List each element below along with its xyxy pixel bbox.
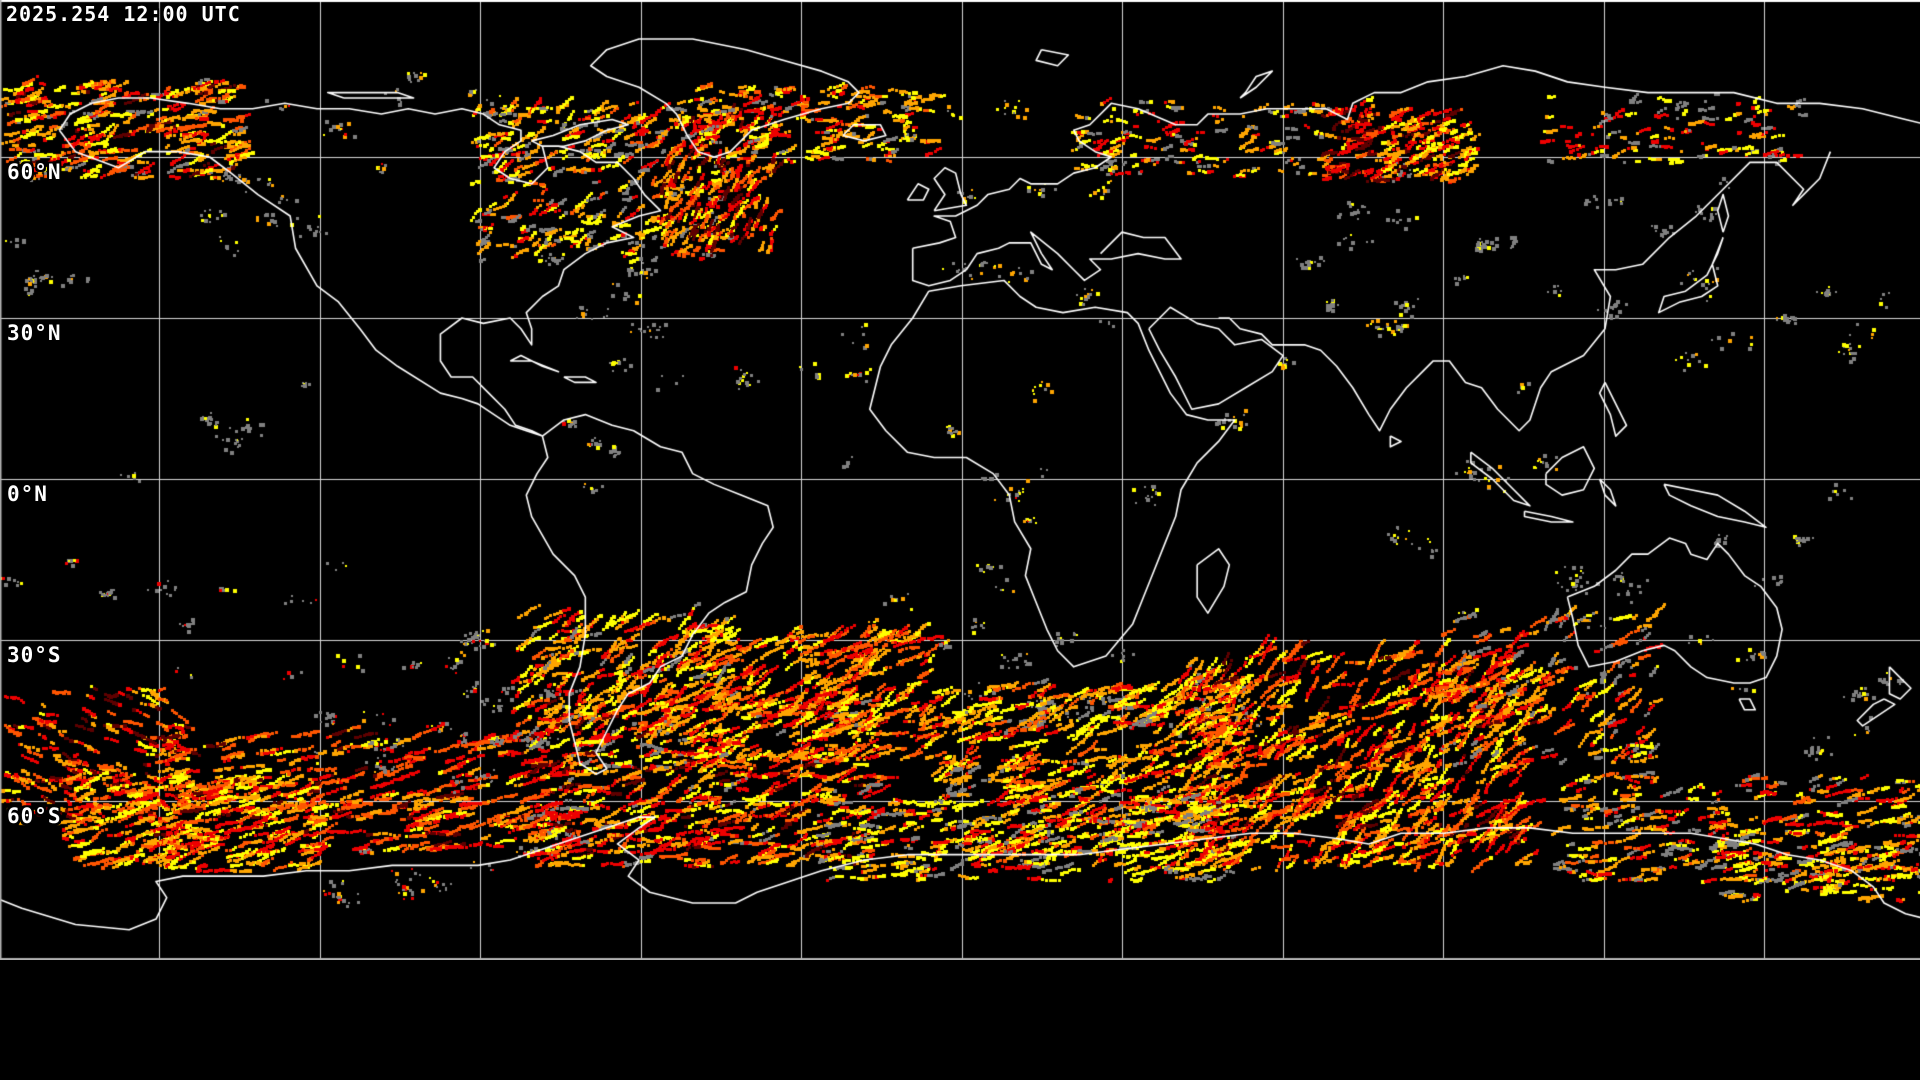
- latitude-label-30s: 30°S: [7, 643, 62, 667]
- latitude-label-0n: 0°N: [7, 482, 48, 506]
- timestamp: 2025.254 12:00 UTC: [6, 2, 241, 26]
- latitude-label-60n: 60°N: [7, 160, 62, 184]
- latitude-label-30n: 30°N: [7, 321, 62, 345]
- latitude-label-60s: 60°S: [7, 804, 62, 828]
- legend: SLW Large Drop Index 13.5-16 16-19 19-22…: [0, 960, 1920, 1080]
- world-map-canvas: [0, 0, 1920, 960]
